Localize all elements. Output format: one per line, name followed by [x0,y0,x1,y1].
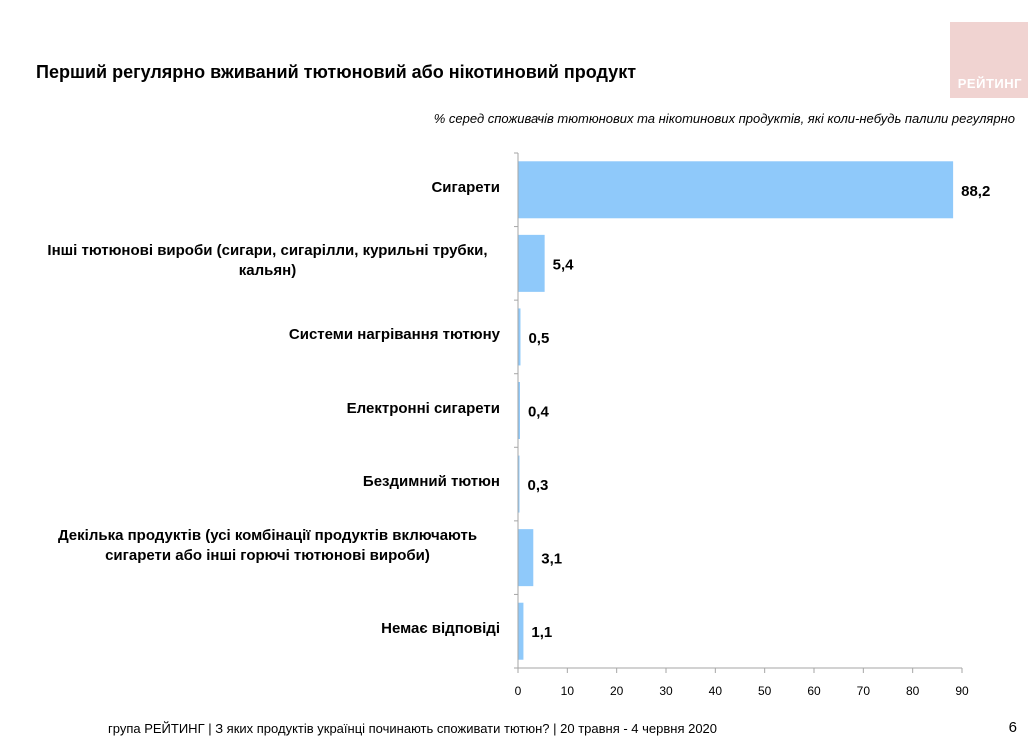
value-label-4: 0,3 [528,477,549,494]
x-tick-label-1: 10 [561,684,575,698]
bar-2 [518,308,521,366]
page-title: Перший регулярно вживаний тютюновий або … [36,62,637,82]
category-label-5: Декілька продуктів (усі комбінації проду… [57,526,478,564]
x-tick-label-6: 60 [807,684,821,698]
bar-5 [518,529,534,587]
x-tick-label-5: 50 [758,684,772,698]
bar-4 [518,455,520,513]
x-tick-label-7: 70 [857,684,871,698]
value-label-6: 1,1 [531,624,552,641]
logo-text: РЕЙТИНГ [957,76,1022,91]
bar-3 [518,382,520,439]
category-label-0: Сигарети [431,178,500,196]
bar-1 [518,234,545,292]
x-tick-label-2: 20 [610,684,624,698]
category-label-3: Електронні сигарети [346,399,500,417]
footer-text: група РЕЙТИНГ | З яких продуктів українц… [108,721,718,736]
category-label-2: Системи нагрівання тютюну [288,325,500,343]
x-tick-label-9: 90 [955,684,969,698]
rating-logo: РЕЙТИНГ [950,22,1028,98]
x-tick-label-8: 80 [906,684,920,698]
x-tick-label-0: 0 [515,684,522,698]
page-number: 6 [1008,719,1017,736]
x-tick-label-4: 40 [709,684,723,698]
value-label-2: 0,5 [528,330,549,347]
value-label-1: 5,4 [553,256,575,273]
chart-subtitle: % серед споживачів тютюнових та нікотино… [433,111,1015,126]
bar-6 [518,602,524,660]
category-label-4: Бездимний тютюн [362,473,500,491]
category-label-1: Інші тютюнові вироби (сигари, сигарілли,… [47,242,488,280]
value-label-5: 3,1 [541,551,562,568]
value-label-0: 88,2 [961,183,990,200]
bar-0 [518,161,954,219]
x-tick-label-3: 30 [659,684,673,698]
category-label-6: Немає відповіді [381,620,500,638]
value-label-3: 0,4 [528,404,550,421]
